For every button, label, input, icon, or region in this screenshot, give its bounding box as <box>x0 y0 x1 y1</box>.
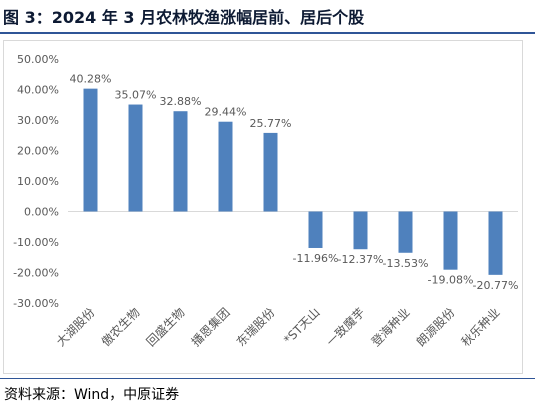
bar-chart: 50.00% 40.00% 30.00% 20.00% 10.00% 0.00% -10.0… <box>13 53 519 350</box>
data-label: -13.53% <box>383 257 429 270</box>
data-label: -19.08% <box>428 274 474 287</box>
y-tick-label: -30.00% <box>13 297 59 310</box>
category-label: 朗源股份 <box>414 305 458 349</box>
chart-frame: 50.00% 40.00% 30.00% 20.00% 10.00% 0.00% -10.0… <box>3 40 523 374</box>
category-label: 一致魔芋 <box>323 305 368 350</box>
category-label: 秋乐种业 <box>459 305 503 349</box>
title-rule <box>0 32 535 34</box>
y-tick-label: -20.00% <box>13 267 59 280</box>
category-label: 登海种业 <box>368 305 413 350</box>
data-label: -12.37% <box>338 253 384 266</box>
bar <box>398 211 413 253</box>
bar <box>443 211 458 270</box>
bar <box>353 211 368 250</box>
category-label: 东瑞股份 <box>234 305 278 349</box>
y-tick-label: 20.00% <box>17 145 59 158</box>
data-label: -20.77% <box>473 279 519 292</box>
y-tick-label: -10.00% <box>13 236 59 249</box>
y-tick-label: 50.00% <box>17 53 59 66</box>
data-label: 29.44% <box>205 106 247 119</box>
bar <box>488 211 503 275</box>
category-label: 大湖股份 <box>53 305 98 350</box>
bar <box>128 104 143 212</box>
y-tick-label: 30.00% <box>17 114 59 127</box>
data-label: 40.28% <box>70 73 112 86</box>
data-label: 35.07% <box>115 89 157 102</box>
y-tick-label: 0.00% <box>24 206 59 219</box>
y-tick-label: 40.00% <box>17 84 59 97</box>
category-label: 播恩集团 <box>188 305 233 350</box>
data-label: -11.96% <box>293 252 339 265</box>
bar <box>308 211 323 248</box>
category-label: 傲农生物 <box>98 305 143 350</box>
bar <box>263 132 278 212</box>
data-label: 32.88% <box>160 95 202 108</box>
figure-title: 图 3：2024 年 3 月农林牧渔涨幅居前、居后个股 <box>3 8 365 27</box>
data-label: 25.77% <box>250 117 292 130</box>
category-label: 回盛生物 <box>143 305 188 350</box>
y-tick-label: 10.00% <box>17 175 59 188</box>
footer-rule <box>0 378 535 379</box>
bar <box>173 111 188 212</box>
bar <box>83 88 98 212</box>
bar <box>218 121 233 212</box>
category-label: *ST天山 <box>281 305 323 347</box>
source-note: 资料来源：Wind，中原证券 <box>4 387 180 403</box>
